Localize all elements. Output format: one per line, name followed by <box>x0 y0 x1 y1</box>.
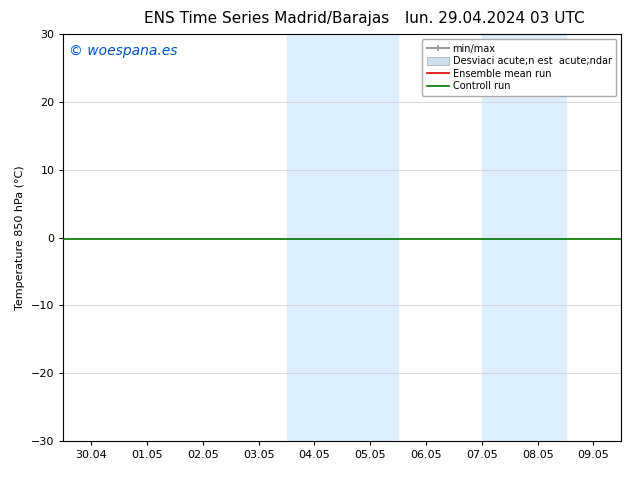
Text: © woespana.es: © woespana.es <box>69 45 178 58</box>
Text: lun. 29.04.2024 03 UTC: lun. 29.04.2024 03 UTC <box>404 11 585 26</box>
Y-axis label: Temperature 850 hPa (°C): Temperature 850 hPa (°C) <box>15 165 25 310</box>
Text: ENS Time Series Madrid/Barajas: ENS Time Series Madrid/Barajas <box>144 11 389 26</box>
Bar <box>287 34 398 441</box>
Legend: min/max, Desviaci acute;n est  acute;ndar, Ensemble mean run, Controll run: min/max, Desviaci acute;n est acute;ndar… <box>422 39 616 96</box>
Bar <box>482 34 566 441</box>
